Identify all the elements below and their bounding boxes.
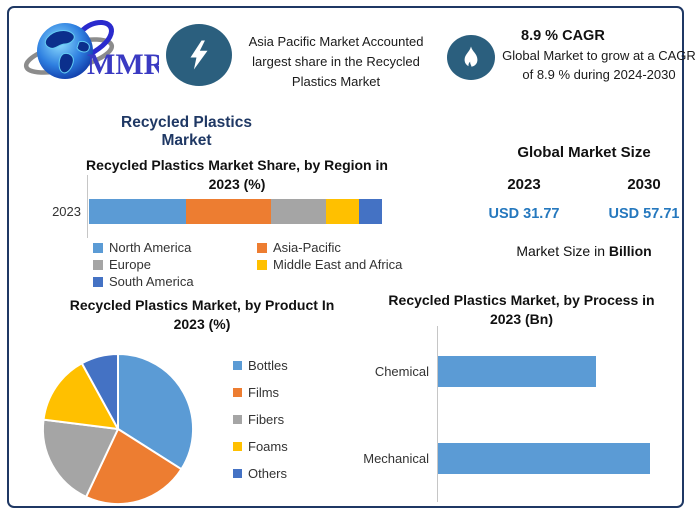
pie-slice-others	[80, 352, 119, 430]
region-bar-segment-asia-pacific	[185, 199, 271, 224]
legend-label: Asia-Pacific	[273, 240, 341, 255]
flame-icon	[447, 35, 495, 80]
market-size-footnote: Market Size in Billion	[464, 243, 697, 259]
region-chart-title-line1: Recycled Plastics Market Share, by Regio…	[86, 157, 388, 173]
market-size-value-2023: USD 31.77	[488, 206, 560, 222]
product-chart-title-line2: 2023 (%)	[173, 316, 231, 332]
region-legend-item-europe: Europe	[93, 256, 257, 273]
process-category-label-chemical: Chemical	[374, 364, 429, 379]
market-size-panel: Global Market Size 2023 USD 31.77 2030 U…	[464, 144, 697, 259]
region-bar-segment-middle-east-and-africa	[326, 199, 359, 224]
process-bar-mechanical	[438, 443, 650, 474]
region-chart-title: Recycled Plastics Market Share, by Regio…	[72, 156, 402, 194]
product-legend-item-foams: Foams	[233, 438, 288, 455]
legend-label: Fibers	[248, 412, 285, 427]
outer-frame: MMR Asia Pacific Market Accounted larges…	[7, 6, 696, 508]
product-legend: Bottles Films Fibers Foams Others	[233, 357, 288, 492]
market-size-year-2023: 2023	[507, 176, 541, 193]
region-bar-segment-south-america	[358, 199, 382, 224]
product-legend-item-fibers: Fibers	[233, 411, 288, 428]
legend-label: North America	[109, 240, 192, 255]
legend-swatch	[233, 469, 242, 478]
market-size-year-2030: 2030	[627, 176, 661, 193]
legend-swatch	[93, 276, 103, 287]
legend-swatch	[233, 388, 242, 397]
product-chart-title: Recycled Plastics Market, by Product In …	[47, 296, 357, 334]
market-size-value-2030: USD 57.71	[608, 206, 680, 222]
legend-label: Middle East and Africa	[273, 257, 403, 272]
market-size-title: Global Market Size	[517, 144, 651, 161]
legend-label: Foams	[248, 439, 288, 454]
region-bar-segment-europe	[270, 199, 327, 224]
page-title: Recycled Plastics Market	[121, 114, 252, 149]
legend-swatch	[233, 415, 242, 424]
product-legend-item-bottles: Bottles	[233, 357, 288, 374]
process-chart-title-line1: Recycled Plastics Market, by Process in	[388, 292, 655, 308]
region-legend-item-north-america: North America	[93, 239, 257, 256]
market-size-footnote-unit: Billion	[608, 243, 652, 259]
process-chart-title-line2: 2023 (Bn)	[489, 311, 554, 327]
region-stacked-bar	[89, 199, 382, 224]
legend-swatch	[93, 242, 103, 253]
legend-swatch	[93, 259, 103, 270]
process-chart-title: Recycled Plastics Market, by Process in …	[379, 291, 664, 329]
process-bar-chemical	[438, 356, 596, 387]
region-legend-item-asia-pacific: Asia-Pacific	[257, 239, 407, 256]
legend-swatch	[257, 259, 267, 270]
legend-swatch	[233, 442, 242, 451]
legend-label: Films	[248, 385, 280, 400]
logo-text: MMR	[87, 48, 159, 81]
region-legend-item-south-america: South America	[93, 273, 257, 290]
process-category-label-mechanical: Mechanical	[363, 451, 429, 466]
product-chart-title-line1: Recycled Plastics Market, by Product In	[69, 297, 335, 313]
header-fact-text: Asia Pacific Market Accounted largest sh…	[248, 34, 424, 89]
region-legend-item-middle-east-and-africa: Middle East and Africa	[257, 256, 407, 273]
process-chart-axis	[437, 326, 438, 502]
pie-slice-foams	[42, 362, 119, 430]
legend-swatch	[257, 242, 267, 253]
region-legend: North America Asia-Pacific Europe Middle Ea…	[93, 239, 407, 290]
product-legend-item-others: Others	[233, 465, 288, 482]
region-bar-segment-north-america	[89, 199, 186, 224]
process-chart-plot: Chemical Mechanical	[359, 326, 659, 502]
legend-swatch	[233, 361, 242, 370]
region-chart-category-label: 2023	[52, 204, 81, 219]
pie-slice-fibers	[42, 418, 119, 498]
product-pie-chart	[42, 352, 195, 506]
lightning-icon	[166, 24, 232, 86]
globe-icon: MMR	[23, 20, 166, 81]
mmr-logo: MMR	[23, 16, 166, 88]
cagr-title: 8.9 % CAGR	[521, 28, 605, 44]
legend-label: Bottles	[248, 358, 288, 373]
legend-label: South America	[109, 274, 194, 289]
legend-label: Europe	[109, 257, 151, 272]
cagr-block: 8.9 % CAGR Global Market to grow at a CA…	[501, 28, 697, 84]
cagr-description: Global Market to grow at a CAGR of 8.9 %…	[502, 48, 696, 82]
region-chart-title-line2: 2023 (%)	[208, 176, 266, 192]
product-legend-item-films: Films	[233, 384, 288, 401]
legend-label: Others	[248, 466, 288, 481]
region-chart-axis	[87, 175, 88, 238]
market-size-footnote-prefix: Market Size in	[516, 243, 606, 259]
